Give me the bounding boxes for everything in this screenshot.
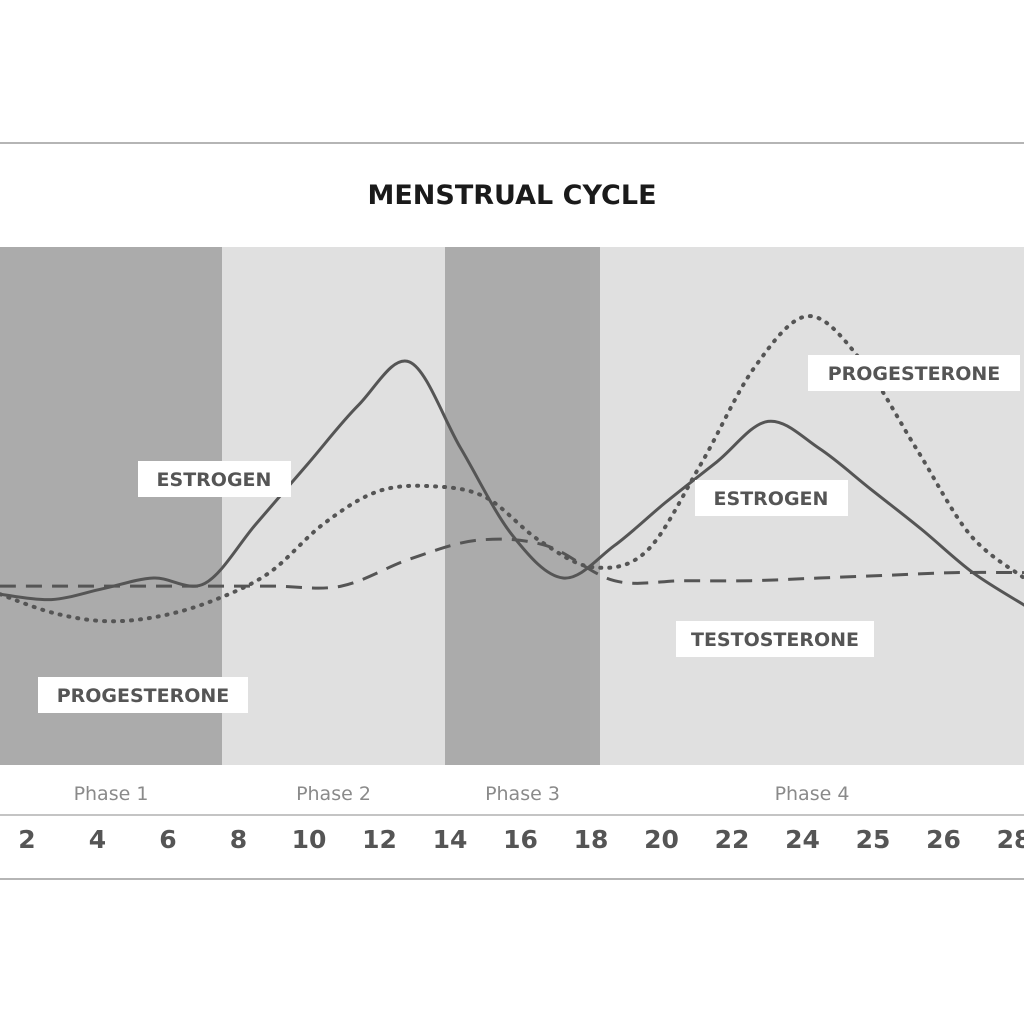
annotation-text: ESTROGEN xyxy=(714,488,829,510)
annotation-text: ESTROGEN xyxy=(157,469,272,491)
x-tick-label: 12 xyxy=(362,825,397,854)
phase-band-2 xyxy=(222,247,445,765)
x-tick-label: 10 xyxy=(292,825,327,854)
chart-title: MENSTRUAL CYCLE xyxy=(367,180,656,211)
annotation-text: TESTOSTERONE xyxy=(691,629,859,651)
x-tick-label: 8 xyxy=(230,825,247,854)
annotation-progesterone-right: PROGESTERONE xyxy=(808,355,1020,391)
x-tick-label: 6 xyxy=(159,825,176,854)
x-tick-label: 18 xyxy=(574,825,609,854)
x-tick-label: 20 xyxy=(644,825,679,854)
x-tick-label: 22 xyxy=(715,825,750,854)
x-tick-label: 25 xyxy=(856,825,891,854)
phase-label-2: Phase 2 xyxy=(296,783,371,805)
phase-label-4: Phase 4 xyxy=(775,783,850,805)
x-axis-tick-labels: 2 4 6 8 10 12 14 16 18 20 22 24 25 26 28 xyxy=(18,825,1024,854)
phase-label-1: Phase 1 xyxy=(74,783,149,805)
annotation-testosterone: TESTOSTERONE xyxy=(676,621,874,657)
annotation-progesterone-left: PROGESTERONE xyxy=(38,677,248,713)
phase-band-3 xyxy=(445,247,600,765)
x-tick-label: 4 xyxy=(89,825,106,854)
annotation-text: PROGESTERONE xyxy=(57,685,230,707)
x-tick-label: 26 xyxy=(926,825,961,854)
x-tick-label: 16 xyxy=(503,825,538,854)
phase-label-3: Phase 3 xyxy=(485,783,560,805)
phase-labels: Phase 1 Phase 2 Phase 3 Phase 4 xyxy=(74,783,850,805)
x-tick-label: 24 xyxy=(785,825,820,854)
annotation-estrogen-left: ESTROGEN xyxy=(138,461,291,497)
phase-bands xyxy=(0,247,1024,765)
x-tick-label: 14 xyxy=(433,825,468,854)
x-tick-label: 28 xyxy=(997,825,1024,854)
annotation-text: PROGESTERONE xyxy=(828,363,1001,385)
x-tick-label: 2 xyxy=(18,825,35,854)
series-line-testosterone-dashed xyxy=(0,537,1024,590)
annotation-estrogen-right: ESTROGEN xyxy=(695,480,848,516)
